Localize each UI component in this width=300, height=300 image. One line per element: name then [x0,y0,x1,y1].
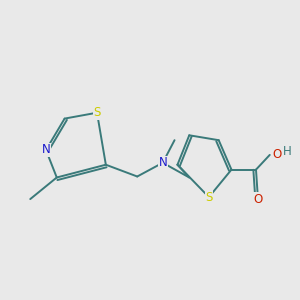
Text: S: S [205,190,213,204]
Text: N: N [158,156,167,169]
Text: O: O [273,148,282,161]
Text: H: H [283,146,291,158]
Text: N: N [42,143,50,157]
Text: O: O [253,193,262,206]
Text: S: S [93,106,101,119]
